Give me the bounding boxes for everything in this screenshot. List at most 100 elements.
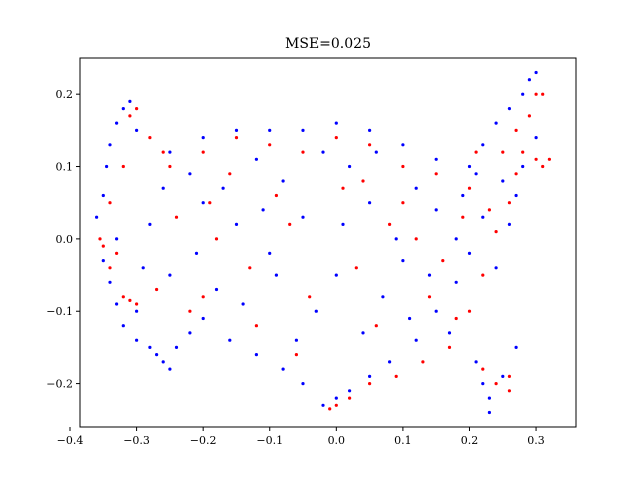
scatter-point-s1-6	[108, 201, 112, 205]
scatter-point-s0-20	[168, 150, 172, 154]
scatter-point-s0-5	[121, 107, 125, 111]
scatter-point-s1-1	[101, 244, 105, 248]
scatter-point-s0-42	[388, 360, 392, 364]
scatter-point-s1-46	[214, 237, 219, 241]
scatter-point-s0-25	[334, 121, 338, 125]
scatter-point-s0-51	[474, 360, 478, 364]
scatter-point-s1-26	[547, 157, 552, 161]
scatter-point-s0-31	[494, 121, 498, 125]
x-tick-label: −0.4	[57, 434, 84, 447]
scatter-point-s0-86	[494, 266, 498, 270]
scatter-point-s1-48	[288, 222, 292, 226]
scatter-point-s1-2	[108, 266, 112, 270]
scatter-point-s0-79	[135, 309, 139, 313]
scatter-point-s0-22	[234, 128, 239, 132]
scatter-point-s1-37	[348, 396, 352, 400]
scatter-point-s1-65	[254, 324, 258, 328]
scatter-point-s0-33	[521, 92, 525, 96]
scatter-point-s0-77	[507, 222, 511, 226]
scatter-point-s1-58	[155, 287, 159, 292]
scatter-point-s1-21	[501, 150, 505, 154]
y-tick-label: −0.1	[46, 305, 73, 318]
scatter-point-s0-91	[341, 222, 345, 226]
scatter-point-s0-6	[128, 99, 132, 103]
scatter-point-s0-85	[461, 193, 465, 198]
scatter-point-s0-16	[168, 367, 172, 371]
scatter-point-s1-23	[521, 150, 525, 154]
scatter-point-s1-40	[481, 367, 485, 371]
scatter-point-s0-81	[361, 331, 365, 335]
scatter-point-s0-11	[121, 324, 125, 328]
scatter-point-s0-15	[161, 360, 165, 364]
scatter-point-s0-78	[521, 164, 525, 169]
scatter-point-s1-20	[467, 186, 472, 190]
scatter-point-s0-19	[201, 316, 205, 321]
scatter-point-s1-38	[334, 403, 338, 407]
scatter-point-s0-57	[201, 201, 205, 205]
scatter-point-s0-68	[348, 164, 352, 169]
scatter-point-s1-43	[507, 389, 511, 393]
scatter-point-s1-33	[447, 345, 452, 349]
scatter-point-s0-63	[401, 259, 405, 263]
scatter-point-s0-55	[501, 374, 505, 378]
x-tick-label: −0.1	[256, 434, 283, 447]
scatter-point-s1-73	[514, 172, 518, 176]
y-tick-label: 0.1	[56, 161, 74, 174]
scatter-point-s1-59	[274, 193, 278, 198]
scatter-point-s0-27	[401, 143, 405, 147]
scatter-point-s0-98	[141, 266, 145, 270]
scatter-point-s0-0	[95, 215, 99, 219]
scatter-point-s0-92	[408, 316, 412, 321]
scatter-point-s0-61	[334, 273, 338, 277]
scatter-point-s1-29	[507, 201, 511, 205]
scatter-point-s0-74	[314, 309, 318, 313]
scatter-point-s1-17	[368, 143, 372, 147]
scatter-point-s1-49	[354, 266, 358, 270]
scatter-point-s1-42	[507, 374, 511, 378]
scatter-point-s1-61	[427, 295, 432, 299]
scatter-point-s0-14	[155, 353, 159, 357]
scatter-point-s0-58	[234, 222, 239, 226]
scatter-point-s1-68	[361, 179, 365, 183]
scatter-point-s0-21	[201, 136, 205, 140]
scatter-point-s0-99	[514, 193, 518, 198]
scatter-point-s1-25	[541, 164, 545, 169]
scatter-point-s1-13	[234, 136, 239, 140]
scatter-point-s1-18	[401, 201, 405, 205]
scatter-point-s0-32	[507, 107, 511, 111]
scatter-point-s1-67	[208, 201, 212, 205]
scatter-point-s1-14	[268, 143, 272, 147]
x-tick-label: 0.1	[394, 434, 412, 447]
scatter-point-s0-43	[368, 374, 372, 378]
scatter-point-s0-69	[414, 186, 418, 190]
scatter-point-s1-60	[341, 186, 345, 190]
scatter-point-s0-17	[174, 345, 179, 349]
scatter-point-s1-34	[421, 360, 425, 364]
x-tick-label: 0.3	[527, 434, 545, 447]
scatter-point-s1-57	[461, 215, 465, 219]
scatter-point-s0-10	[115, 302, 119, 306]
scatter-point-s0-54	[487, 410, 491, 415]
scatter-point-s1-0	[98, 237, 102, 241]
scatter-point-s0-88	[115, 237, 119, 241]
scatter-point-s1-36	[368, 382, 372, 386]
x-tick-label: 0.0	[328, 434, 346, 447]
scatter-point-s0-53	[487, 396, 491, 400]
scatter-point-s1-54	[228, 172, 232, 176]
scatter-point-s0-38	[467, 251, 472, 255]
scatter-point-s1-4	[128, 298, 132, 302]
scatter-point-s0-36	[501, 179, 505, 183]
x-tick-label: −0.2	[190, 434, 217, 447]
scatter-point-s1-12	[201, 150, 205, 154]
scatter-point-s1-30	[494, 230, 498, 234]
scatter-point-s0-28	[434, 157, 438, 161]
x-tick-label: −0.3	[123, 434, 150, 447]
chart-title: MSE=0.025	[285, 36, 371, 52]
scatter-point-s1-44	[188, 309, 192, 313]
scatter-point-s0-73	[254, 157, 258, 161]
scatter-point-s1-71	[474, 150, 478, 154]
y-tick-label: −0.2	[46, 378, 73, 391]
scatter-point-s0-30	[481, 143, 485, 147]
scatter-point-s1-32	[467, 309, 472, 313]
